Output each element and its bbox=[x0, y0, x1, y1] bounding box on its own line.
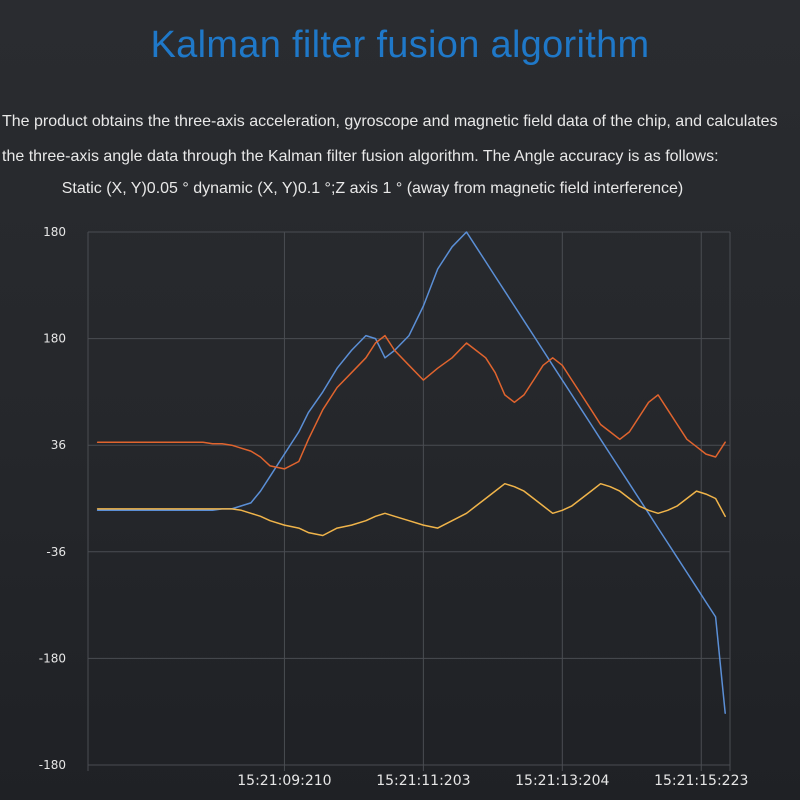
y-tick-label: 180 bbox=[43, 225, 66, 239]
angle-line-chart: 180 180 36 -36 -180 -180 15:21:09:210 15:21:11… bbox=[39, 225, 749, 789]
x-tick-label: 15:21:09:210 bbox=[237, 773, 331, 789]
y-tick-label: -180 bbox=[39, 758, 66, 772]
x-tick-label: 15:21:11:203 bbox=[376, 773, 470, 789]
page-title: Kalman filter fusion algorithm bbox=[150, 24, 650, 66]
accuracy-statement: Static (X, Y)0.05 ° dynamic (X, Y)0.1 °;… bbox=[61, 180, 684, 197]
x-tick-label: 15:21:13:204 bbox=[515, 773, 609, 789]
series-line-3 bbox=[96, 482, 726, 537]
y-tick-label: -180 bbox=[39, 651, 66, 665]
chart-grid bbox=[87, 231, 731, 771]
chart-series bbox=[96, 231, 726, 714]
product-description: The product obtains the three-axis accel… bbox=[2, 113, 778, 165]
y-tick-label: 36 bbox=[51, 438, 66, 452]
y-tick-label: -36 bbox=[46, 545, 66, 559]
series-line-2 bbox=[96, 334, 726, 470]
x-axis-ticks: 15:21:09:210 15:21:11:203 15:21:13:204 15:2… bbox=[237, 773, 748, 789]
x-tick-label: 15:21:15:223 bbox=[654, 773, 748, 789]
series-line-1 bbox=[96, 231, 726, 714]
y-tick-label: 180 bbox=[43, 332, 66, 346]
y-axis-ticks: 180 180 36 -36 -180 -180 bbox=[39, 225, 66, 772]
